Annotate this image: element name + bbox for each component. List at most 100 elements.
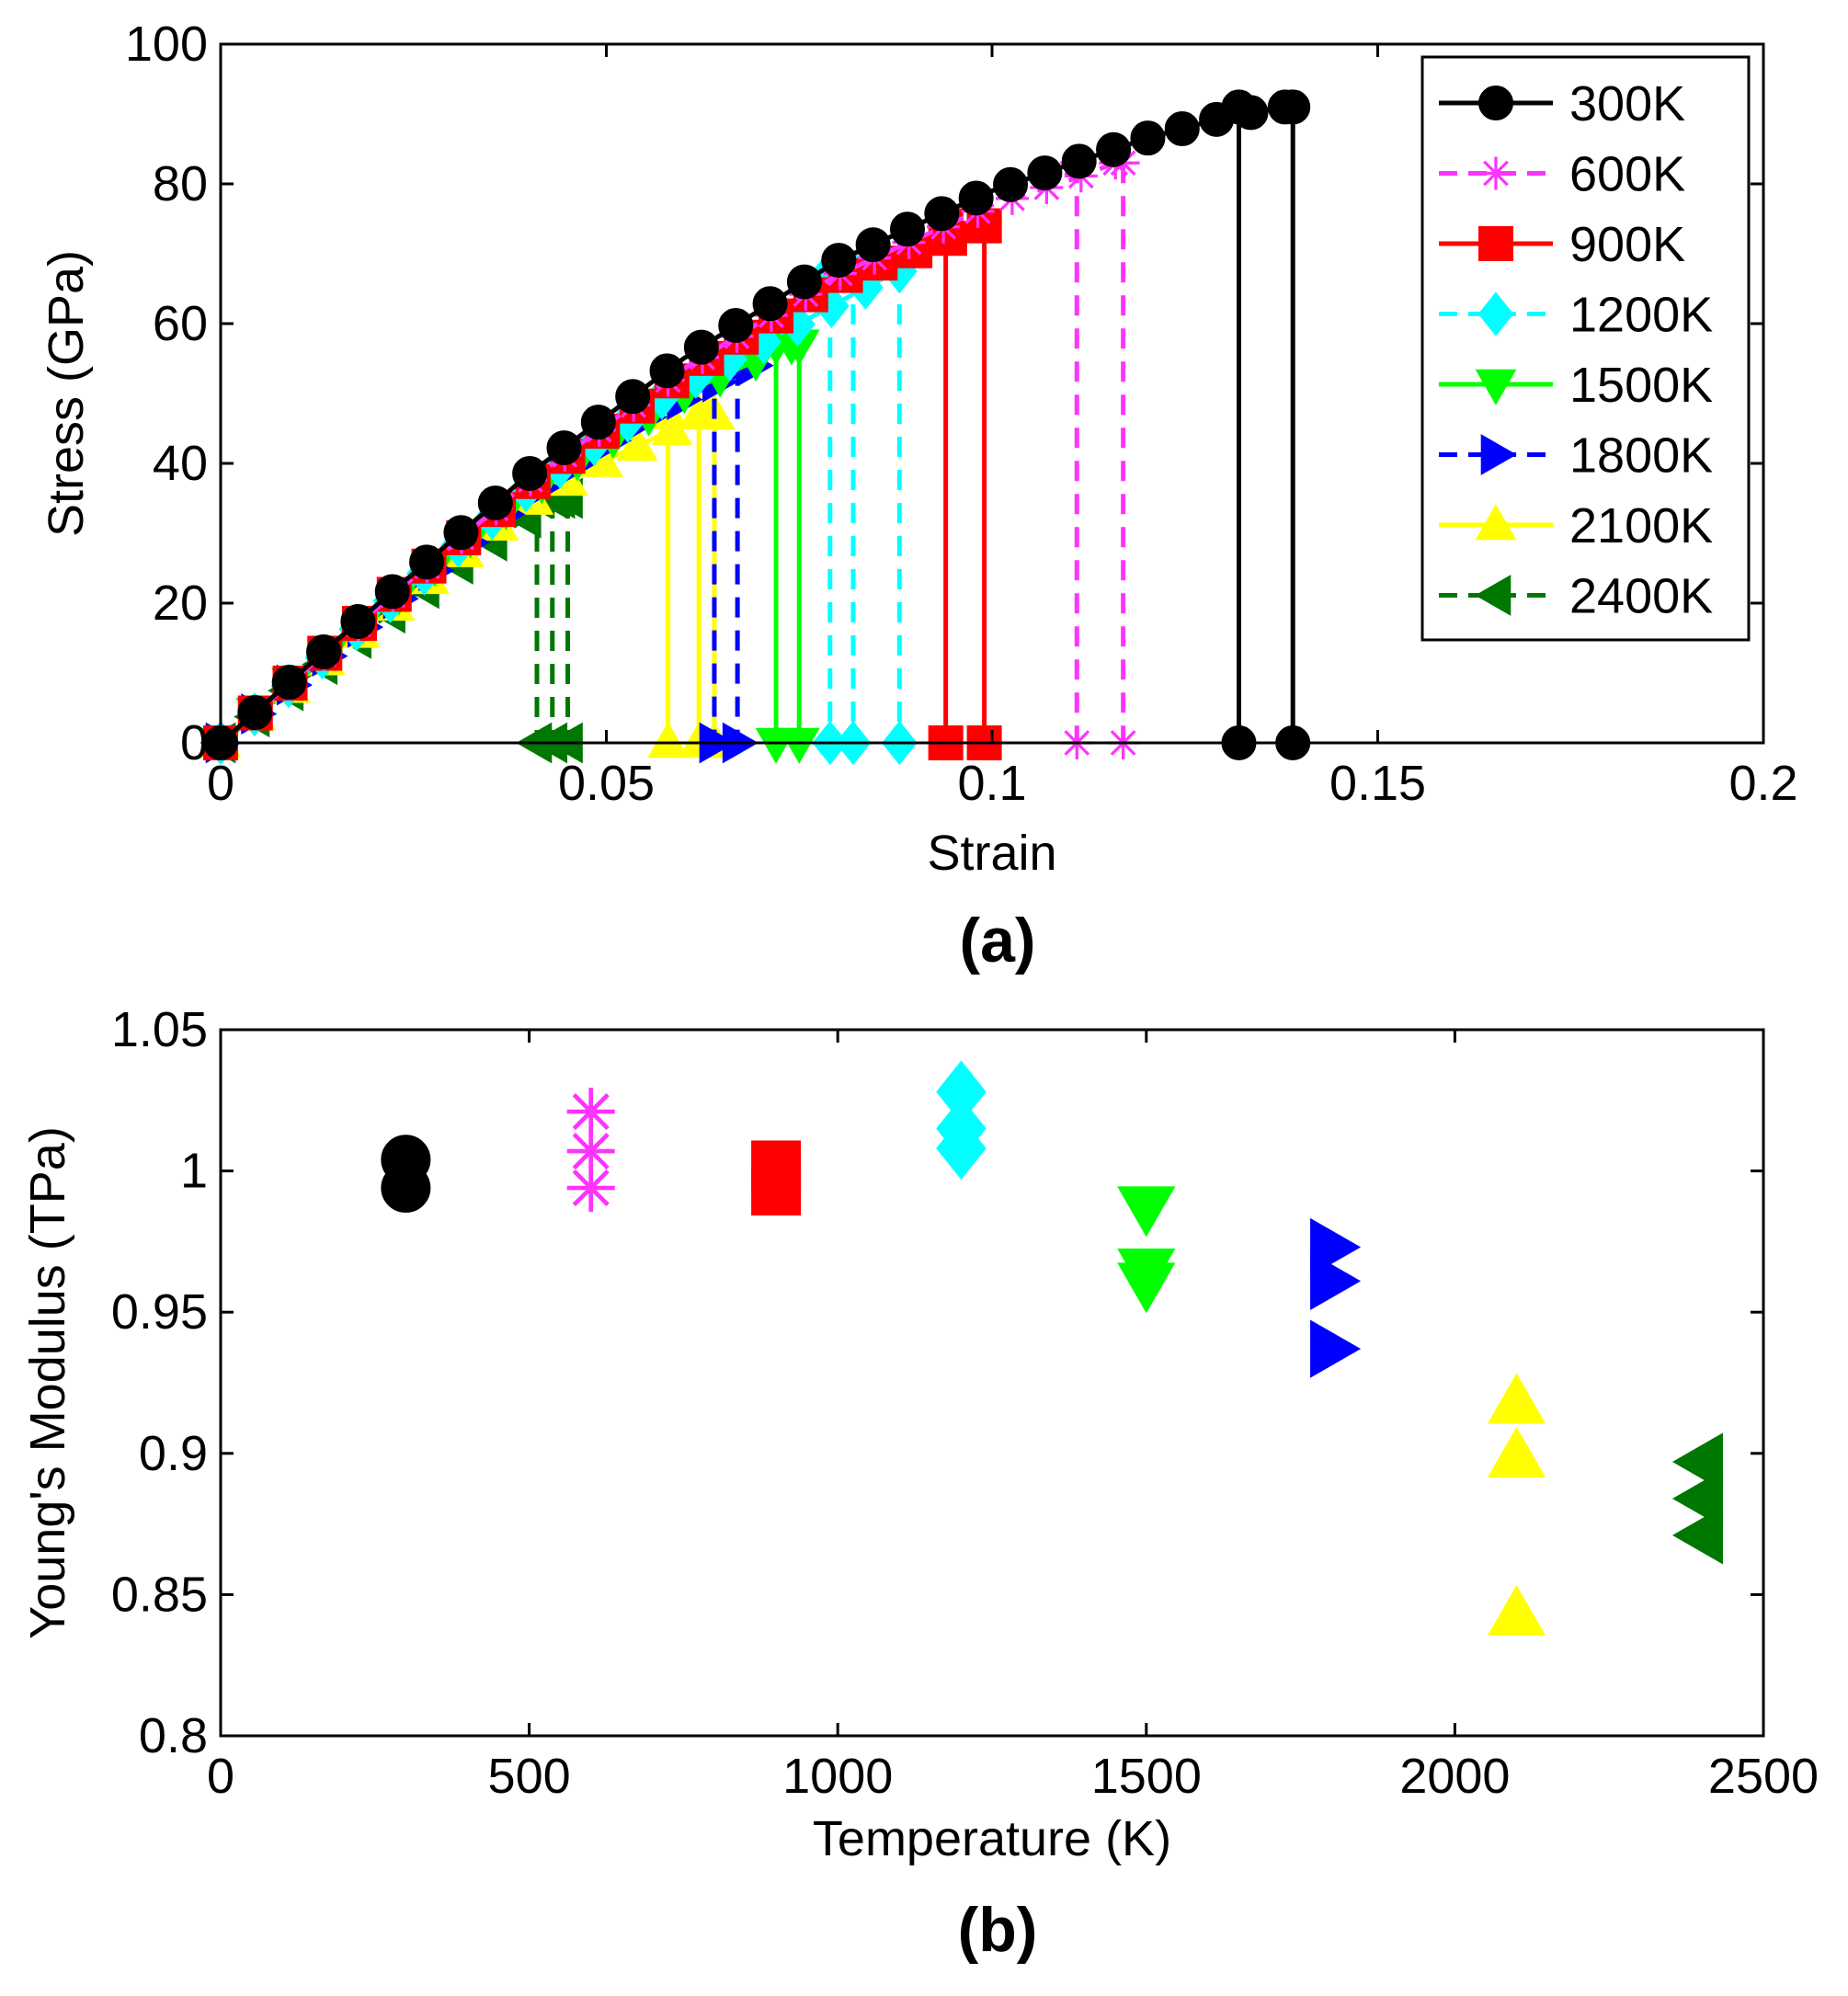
data-point [271,665,307,701]
panel-b-x-tick-label: 1000 [782,1749,893,1804]
data-point [546,430,582,466]
scatter-point [936,1116,987,1180]
legend-marker [1480,434,1517,475]
panel-b-x-tick-label: 0 [207,1749,234,1804]
data-point [1096,131,1132,167]
scatter-point [1117,1262,1176,1314]
panel-b-x-tick-label: 2000 [1399,1749,1510,1804]
panel-b-y-tick-label: 1 [180,1144,208,1199]
panel-b-y-tick-label: 0.85 [111,1567,208,1622]
data-point [512,455,548,491]
panel-a-y-tick-label: 80 [153,156,208,211]
scatter-point [1310,1319,1362,1378]
scatter-series-1500K [1117,1186,1176,1314]
panel-b-x-tick-label: 2500 [1708,1749,1819,1804]
legend-marker [1479,156,1512,190]
legend-label: 600K [1569,147,1685,202]
panel-a-x-tick-label: 0.1 [957,756,1026,811]
data-point [1061,143,1097,179]
scatter-point [1487,1373,1546,1424]
legend-entry-2400K: 2400K [1439,569,1713,624]
data-point-fracture [778,727,820,764]
data-point [580,405,616,440]
data-point [409,544,445,580]
legend-entry-1200K: 1200K [1439,288,1713,343]
series-line [219,104,1286,745]
panel-b-axes-box [219,1028,1765,1738]
scatter-point [566,1164,615,1213]
legend-marker [1477,291,1514,336]
panel-a-x-axis-label: Strain [927,826,1056,881]
scatter-point [751,1166,802,1216]
panel-b-y-tick-label: 0.8 [139,1708,208,1763]
scatter-point [381,1163,431,1214]
data-point [615,379,651,415]
panel-a-label: (a) [959,906,1035,975]
panel-a-y-axis-label: Stress (GPa) [39,250,94,537]
panel-a-y-tick-label: 0 [180,715,208,770]
scatter-point [1671,1432,1723,1491]
data-point [752,286,788,322]
legend-label: 900K [1569,217,1685,272]
data-point [683,329,719,365]
panel-b-x-tick-label: 500 [488,1749,571,1804]
data-point-peak [1275,89,1311,125]
series-300K [203,89,1311,760]
data-point [374,574,410,610]
legend-marker [1475,504,1517,541]
data-point [477,485,513,521]
scatter-series-1800K [1310,1217,1362,1378]
legend-label: 2400K [1569,569,1713,624]
legend-label: 300K [1569,76,1685,131]
panel-a-y-tick-label: 60 [153,296,208,351]
panel-b-axes: 0 500 1000 1500 2000 2500 0.8 0.85 0.9 0.95 1 1.05 [111,1002,1819,1804]
panel-b-youngs-modulus: 0 500 1000 1500 2000 25000.80.850.90.9511.05 … [20,1002,1819,1965]
panel-a-y-tick-label: 100 [125,17,208,72]
panel-b-y-tick-label: 0.95 [111,1284,208,1340]
data-point [306,634,342,670]
panel-b-y-tick-label: 1.05 [111,1002,208,1057]
data-point [1027,155,1063,191]
panel-a-x-tick-label: 0 [207,756,234,811]
legend-entry-1800K: 1800K [1439,428,1713,484]
legend-entry-1500K: 1500K [1439,358,1713,413]
panel-b-x-tick-label: 1500 [1091,1749,1202,1804]
panel-a-axes: 0 0.05 0.1 0.15 0.2 0 20 40 60 80 100 [125,17,1798,811]
scatter-series-600K [566,1088,615,1213]
data-point [649,353,685,389]
panel-b-plot-area [381,1060,1723,1637]
panel-b-x-axis-label: Temperature (K) [813,1811,1171,1866]
panel-a-y-tick-label: 40 [153,436,208,491]
legend-entry-2100K: 2100K [1439,498,1713,553]
legend-marker [1475,575,1511,616]
legend-marker [1478,86,1513,120]
scatter-series-900K [751,1140,802,1216]
data-point [889,211,925,247]
scatter-series-2100K [1487,1373,1546,1637]
data-point [1130,120,1166,156]
legend-entry-300K: 300K [1439,76,1685,131]
scatter-point [1671,1469,1723,1528]
data-point [958,180,994,216]
legend-entry-600K: 600K [1439,147,1685,202]
panel-a-x-tick-label: 0.15 [1329,756,1426,811]
legend-label: 1800K [1569,428,1713,484]
data-point [993,166,1029,202]
data-point [718,307,754,343]
legend-marker [1478,226,1513,261]
panel-a-y-tick-label: 20 [153,576,208,631]
data-point [340,604,376,640]
data-point [616,425,658,462]
scatter-point [1671,1506,1723,1565]
data-point [924,196,960,232]
panel-a-x-tick-label: 0.05 [558,756,655,811]
panel-b-y-axis-label: Young's Modulus (TPa) [20,1126,75,1639]
data-point [443,515,479,551]
panel-a-stress-strain: 0 0.05 0.1 0.15 0.2 0 20 40 60 80 100 300K 600K 900K… [39,17,1798,975]
data-point [855,227,891,263]
legend-label: 1200K [1569,288,1713,343]
panel-a-legend: 300K 600K 900K 1200K 1500K 1800K 2100K 2400K [1420,55,1751,642]
legend-label: 2100K [1569,498,1713,553]
panel-b-y-tick-label: 0.9 [139,1426,208,1481]
